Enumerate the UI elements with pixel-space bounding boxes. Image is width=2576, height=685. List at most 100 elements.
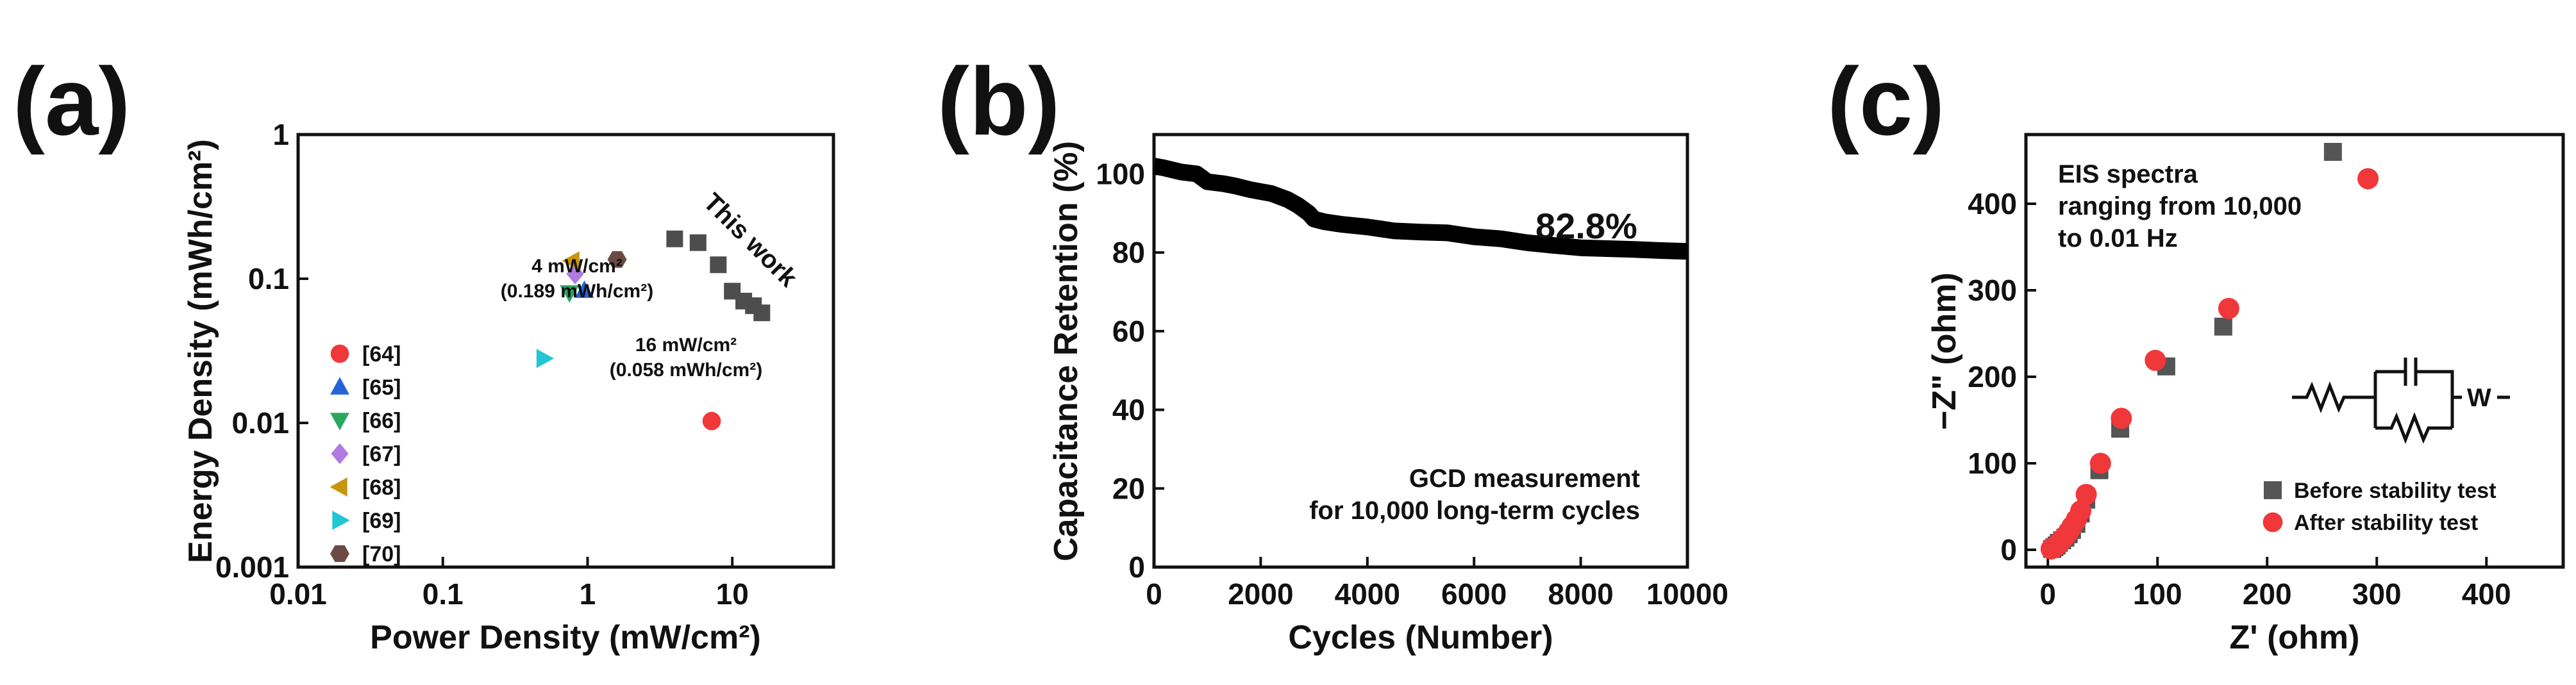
y-tick-label: 20 bbox=[1112, 472, 1145, 505]
y-tick-label: 60 bbox=[1112, 315, 1145, 348]
legend-label: [70] bbox=[362, 542, 401, 566]
point-after-stability bbox=[2075, 484, 2097, 506]
annot-this-work: This work bbox=[698, 188, 803, 293]
x-tick-label: 8000 bbox=[1548, 577, 1613, 611]
point-this-work bbox=[753, 304, 771, 322]
y-tick-label: 1 bbox=[272, 118, 289, 151]
point-after-stability bbox=[2070, 500, 2092, 522]
circuit-parallel-branches bbox=[2373, 370, 2462, 444]
x-tick-label: 6000 bbox=[1441, 577, 1507, 611]
legend-label: [69] bbox=[362, 509, 401, 533]
legend-label: [64] bbox=[362, 342, 401, 367]
panel-c-plot-frame bbox=[2024, 133, 2565, 569]
annot-eis-line3: to 0.01 Hz bbox=[2058, 224, 2178, 252]
x-tick-label: 400 bbox=[2462, 577, 2511, 611]
y-tick-label: 200 bbox=[1968, 360, 2017, 393]
legend-marker-67 bbox=[331, 443, 349, 465]
point-this-work bbox=[689, 234, 707, 251]
panel-c-ticks: 0 100 200 300 400 0 100 200 300 400 bbox=[1968, 187, 2511, 611]
annot-gcd-line2: for 10,000 long-term cycles bbox=[1309, 497, 1640, 525]
y-tick-label: 100 bbox=[1968, 447, 2017, 480]
point-after-stability bbox=[2218, 297, 2239, 319]
panel-b-ticks: 0 2000 4000 6000 8000 10000 0 20 40 60 80 100 bbox=[1096, 157, 1728, 611]
legend-marker-69 bbox=[332, 511, 350, 530]
panel-b-data-marks bbox=[1152, 158, 1688, 260]
panel-a-x-axis-title: Power Density (mW/cm²) bbox=[370, 619, 761, 656]
legend-marker-66 bbox=[330, 413, 349, 431]
x-tick-label: 100 bbox=[2133, 577, 2182, 611]
x-tick-label: 0.01 bbox=[269, 577, 327, 611]
legend-label: [67] bbox=[362, 442, 401, 466]
point-70 bbox=[607, 251, 627, 268]
y-tick-label: 0 bbox=[1128, 550, 1145, 584]
y-tick-label: 0.1 bbox=[248, 262, 289, 295]
annot-16mw-energy: (0.058 mWh/cm²) bbox=[610, 359, 762, 381]
circuit-warburg-label: W bbox=[2467, 384, 2491, 412]
y-tick-label: 100 bbox=[1096, 157, 1145, 190]
x-tick-label: 1 bbox=[580, 577, 596, 611]
point-after-stability bbox=[2357, 168, 2379, 190]
point-after-stability bbox=[2111, 408, 2132, 429]
panel-a-y-axis-title: Energy Density (mWh/cm²) bbox=[182, 139, 219, 563]
point-66 bbox=[560, 285, 580, 303]
x-tick-label: 300 bbox=[2352, 577, 2402, 611]
legend-marker-before bbox=[2264, 481, 2282, 499]
y-tick-label: 80 bbox=[1112, 236, 1145, 269]
legend-marker-64 bbox=[330, 344, 349, 363]
y-tick-label: 400 bbox=[1968, 187, 2017, 220]
y-tick-label: 0 bbox=[2000, 533, 2017, 566]
point-this-work bbox=[666, 230, 683, 247]
y-tick-label: 0.01 bbox=[231, 406, 289, 440]
legend-label: After stability test bbox=[2294, 511, 2478, 535]
point-69 bbox=[536, 349, 555, 368]
legend-marker-70 bbox=[330, 545, 349, 562]
legend-label: [66] bbox=[362, 409, 401, 433]
annot-16mw-power: 16 mW/cm² bbox=[635, 334, 737, 356]
x-tick-label: 0.1 bbox=[422, 577, 464, 611]
panel-b-label: (b) bbox=[937, 47, 1060, 155]
annot-4mw-power: 4 mW/cm² bbox=[531, 256, 623, 277]
panel-c: (c) 0 100 200 300 400 0 100 200 300 400 Before st… bbox=[1827, 47, 2565, 656]
point-after-stability bbox=[2089, 452, 2111, 474]
annot-final-retention: 82.8% bbox=[1535, 206, 1637, 246]
circuit-resistor-series bbox=[2292, 381, 2375, 413]
x-tick-label: 0 bbox=[1146, 577, 1162, 611]
annot-eis-line1: EIS spectra bbox=[2058, 160, 2198, 188]
x-tick-label: 10 bbox=[716, 577, 749, 611]
point-this-work bbox=[710, 256, 727, 274]
x-tick-label: 200 bbox=[2243, 577, 2292, 611]
panel-a-legend: [64] [65] [66] [67] [68] [69] [70] bbox=[330, 342, 401, 566]
panel-b-x-axis-title: Cycles (Number) bbox=[1288, 619, 1553, 656]
legend-label: Before stability test bbox=[2294, 479, 2497, 503]
legend-marker-68 bbox=[330, 477, 347, 497]
panel-b-y-axis-title: Capacitance Retention (%) bbox=[1048, 141, 1085, 561]
y-tick-label: 300 bbox=[1968, 274, 2017, 307]
legend-marker-after bbox=[2262, 512, 2283, 532]
annot-gcd-line1: GCD measurement bbox=[1409, 465, 1640, 493]
annot-4mw-energy: (0.189 mWh/cm²) bbox=[501, 281, 653, 302]
legend-label: [65] bbox=[362, 376, 401, 400]
legend-label: [68] bbox=[362, 475, 401, 500]
x-tick-label: 10000 bbox=[1646, 577, 1728, 611]
point-64 bbox=[702, 411, 721, 431]
panel-c-legend: Before stability test After stability tes… bbox=[2262, 479, 2497, 535]
panel-a-data-marks bbox=[536, 230, 771, 431]
circuit-capacitor bbox=[2404, 358, 2418, 386]
y-tick-label: 40 bbox=[1112, 393, 1145, 427]
x-tick-label: 4000 bbox=[1335, 577, 1400, 611]
point-before-stability bbox=[2323, 143, 2342, 161]
point-68 bbox=[562, 251, 580, 271]
panel-c-x-axis-title: Z' (ohm) bbox=[2230, 619, 2360, 656]
panel-c-data-marks bbox=[2040, 143, 2379, 560]
point-after-stability bbox=[2145, 349, 2166, 371]
panel-a-plot-frame bbox=[296, 133, 835, 569]
panel-c-y-axis-title: −Z" (ohm) bbox=[1926, 272, 1963, 430]
equivalent-circuit-diagram bbox=[2292, 358, 2510, 444]
legend-marker-65 bbox=[330, 377, 349, 395]
x-tick-label: 0 bbox=[2039, 577, 2056, 611]
point-before-stability bbox=[2214, 317, 2232, 336]
panel-b: (b) 0 2000 4000 6000 8000 10000 0 20 40 60 80 100 C… bbox=[937, 47, 1728, 656]
y-tick-label: 0.001 bbox=[215, 550, 289, 584]
